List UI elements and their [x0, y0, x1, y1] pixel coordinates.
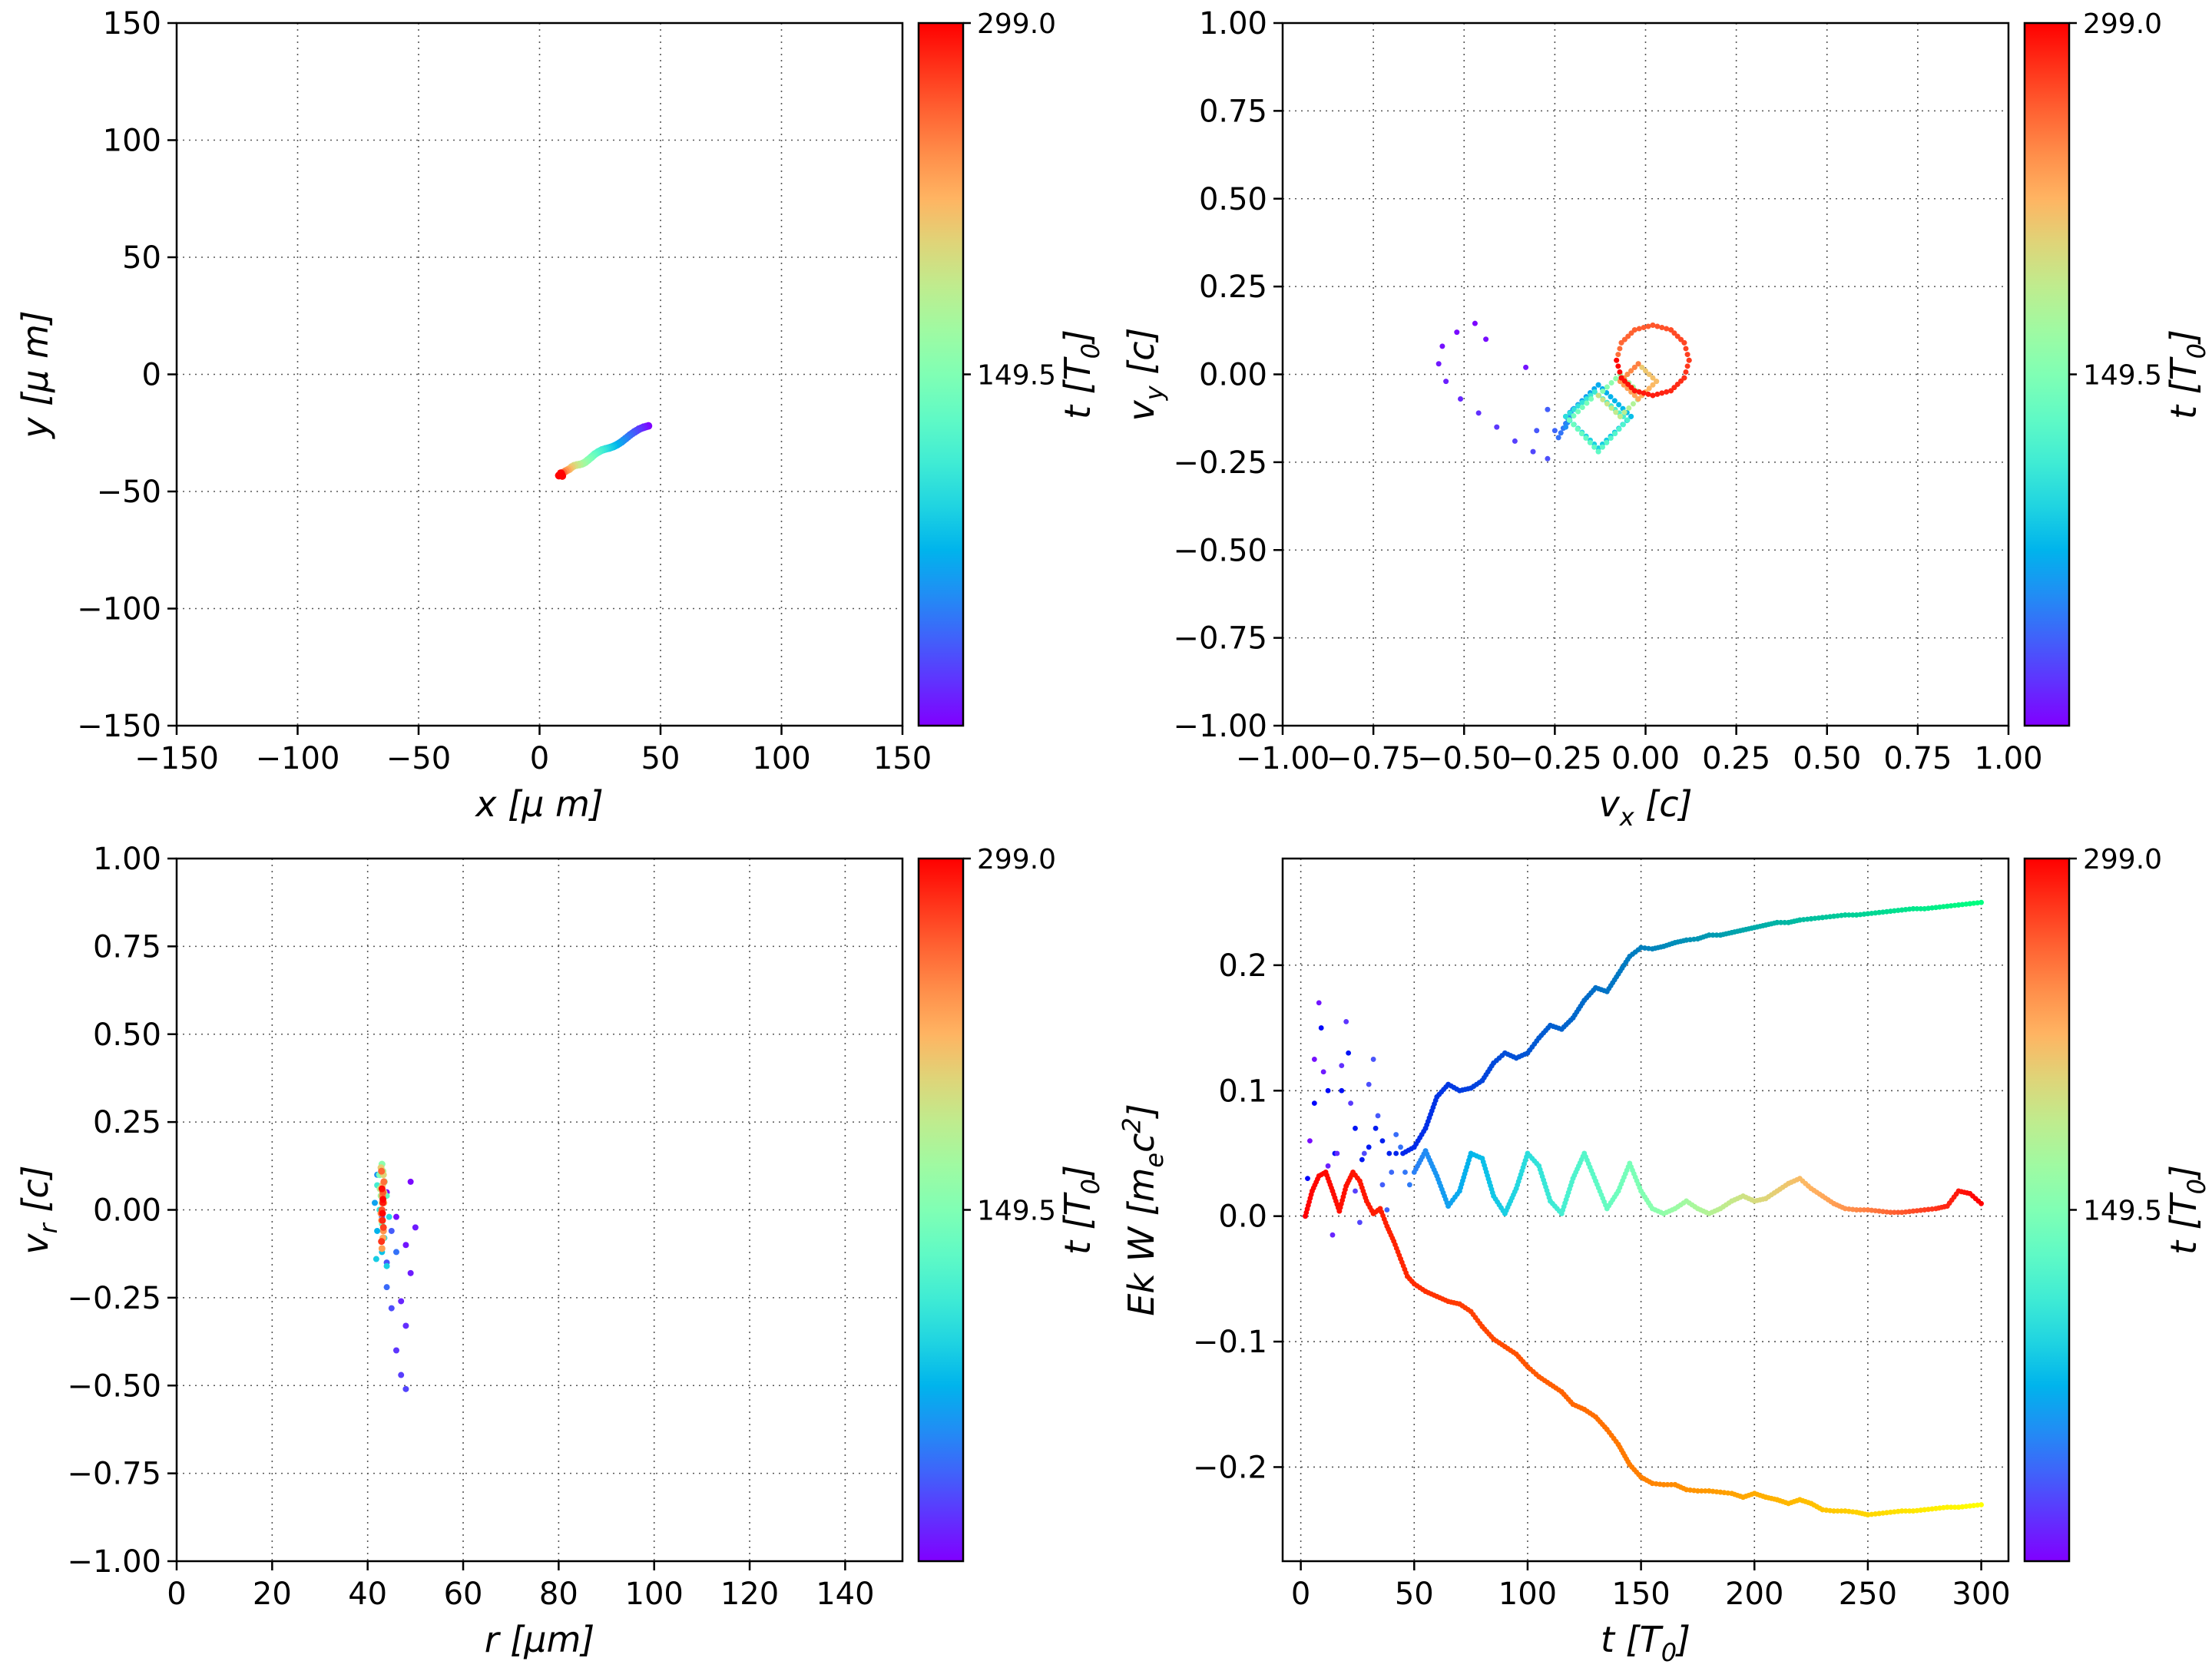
svg-text:−1.00: −1.00 — [67, 1544, 161, 1580]
svg-text:149.5: 149.5 — [977, 360, 1056, 392]
svg-text:0.50: 0.50 — [1199, 182, 1267, 217]
svg-text:0: 0 — [1291, 1577, 1310, 1612]
svg-text:0.00: 0.00 — [1611, 741, 1680, 776]
svg-text:vy [c]: vy [c] — [1121, 328, 1169, 422]
svg-text:−0.50: −0.50 — [67, 1368, 161, 1404]
svg-text:299.0: 299.0 — [2083, 8, 2162, 40]
svg-text:0: 0 — [530, 741, 549, 776]
svg-text:−0.25: −0.25 — [1508, 741, 1602, 776]
svg-text:150: 150 — [103, 6, 161, 41]
svg-text:−1.00: −1.00 — [1236, 741, 1330, 776]
svg-text:1.00: 1.00 — [93, 842, 161, 877]
svg-text:120: 120 — [720, 1577, 779, 1612]
svg-text:50: 50 — [1395, 1577, 1434, 1612]
svg-text:20: 20 — [253, 1577, 292, 1612]
plot-energy-vs-time: 0 50 100 150 200 250 300 −0.2 −0.1 0.0 0.1 0.2 t [T0… — [1106, 836, 2212, 1671]
panel-rvr: 0 20 40 60 80 100 120 140 −1.00 −0.75 −0.50 −0.25 0.… — [0, 836, 1106, 1671]
svg-text:vx [c]: vx [c] — [1599, 783, 1693, 832]
svg-text:100: 100 — [752, 741, 810, 776]
svg-text:0.50: 0.50 — [93, 1017, 161, 1053]
svg-text:140: 140 — [816, 1577, 874, 1612]
svg-text:−100: −100 — [77, 592, 161, 627]
svg-text:−150: −150 — [134, 741, 219, 776]
svg-text:149.5: 149.5 — [2083, 360, 2162, 392]
svg-text:0.2: 0.2 — [1218, 948, 1267, 984]
svg-text:−100: −100 — [256, 741, 340, 776]
svg-text:−0.75: −0.75 — [67, 1457, 161, 1492]
svg-text:t [T0]: t [T0] — [2163, 329, 2211, 419]
svg-text:−0.2: −0.2 — [1193, 1450, 1267, 1485]
svg-text:60: 60 — [444, 1577, 483, 1612]
svg-text:Ek W [mec2]: Ek W [mec2] — [1118, 1104, 1169, 1315]
svg-text:0: 0 — [167, 1577, 186, 1612]
svg-text:x [μ m]: x [μ m] — [474, 783, 603, 825]
svg-text:vr [c]: vr [c] — [15, 1165, 63, 1254]
svg-text:−0.25: −0.25 — [1173, 445, 1267, 481]
svg-text:200: 200 — [1725, 1577, 1783, 1612]
svg-text:−0.25: −0.25 — [67, 1281, 161, 1316]
svg-text:0.75: 0.75 — [1199, 94, 1267, 129]
plot-velocity-space: −1.00−0.75−0.50−0.25 0.00 0.25 0.50 0.75 1.00… — [1106, 0, 2212, 836]
plot-radial-phase-space: 0 20 40 60 80 100 120 140 −1.00 −0.75 −0.50 −0.25 0.… — [0, 836, 1106, 1671]
svg-text:0.0: 0.0 — [1218, 1199, 1267, 1235]
svg-text:0.25: 0.25 — [1702, 741, 1770, 776]
svg-text:t [T0]: t [T0] — [1601, 1619, 1690, 1667]
svg-text:150: 150 — [1611, 1577, 1670, 1612]
svg-text:−1.00: −1.00 — [1173, 709, 1267, 744]
svg-text:r [μm]: r [μm] — [485, 1619, 595, 1660]
svg-text:50: 50 — [122, 240, 161, 276]
svg-text:299.0: 299.0 — [2083, 844, 2162, 875]
svg-text:−50: −50 — [97, 475, 161, 510]
svg-text:−0.75: −0.75 — [1326, 741, 1421, 776]
svg-text:−0.50: −0.50 — [1417, 741, 1512, 776]
svg-text:0.1: 0.1 — [1218, 1074, 1267, 1109]
svg-text:0.25: 0.25 — [1199, 270, 1267, 305]
panel-energy: 0 50 100 150 200 250 300 −0.2 −0.1 0.0 0.1 0.2 t [T0… — [1106, 836, 2212, 1671]
svg-text:300: 300 — [1952, 1577, 2010, 1612]
svg-text:0.75: 0.75 — [93, 929, 161, 965]
svg-text:0.00: 0.00 — [1199, 358, 1267, 393]
svg-text:0.00: 0.00 — [93, 1193, 161, 1229]
svg-text:0: 0 — [142, 358, 161, 393]
plot-xy-trajectory: −150 −100 −50 0 50 100 150 −150 −100 −50 0 50 100 150… — [0, 0, 1106, 836]
svg-text:149.5: 149.5 — [977, 1196, 1056, 1227]
panel-vxvy: −1.00 −0.75 −0.50 −0.25 0.00 0.25 0.50 0.75 1.00… — [1106, 0, 2212, 836]
svg-text:t [T0]: t [T0] — [1057, 1165, 1105, 1255]
svg-text:−0.75: −0.75 — [1173, 621, 1267, 657]
svg-text:−0.50: −0.50 — [1173, 533, 1267, 568]
svg-text:150: 150 — [873, 741, 932, 776]
svg-text:299.0: 299.0 — [977, 8, 1056, 40]
svg-text:100: 100 — [103, 124, 161, 159]
svg-text:y [μ m]: y [μ m] — [15, 310, 56, 439]
svg-text:0.75: 0.75 — [1883, 741, 1952, 776]
svg-text:−0.1: −0.1 — [1193, 1325, 1267, 1360]
svg-text:299.0: 299.0 — [977, 844, 1056, 875]
svg-text:250: 250 — [1839, 1577, 1897, 1612]
svg-text:−150: −150 — [77, 709, 161, 744]
svg-text:100: 100 — [625, 1577, 684, 1612]
svg-text:1.00: 1.00 — [1974, 741, 2042, 776]
svg-text:−50: −50 — [386, 741, 451, 776]
svg-text:1.00: 1.00 — [1199, 6, 1267, 41]
panel-xy: −150 −100 −50 0 50 100 150 −150 −100 −50 0 50 100 150… — [0, 0, 1106, 836]
svg-text:t [T0]: t [T0] — [2163, 1165, 2211, 1255]
svg-text:149.5: 149.5 — [2083, 1196, 2162, 1227]
svg-text:0.50: 0.50 — [1793, 741, 1861, 776]
svg-text:40: 40 — [348, 1577, 387, 1612]
svg-text:50: 50 — [641, 741, 680, 776]
svg-text:80: 80 — [539, 1577, 578, 1612]
svg-text:100: 100 — [1498, 1577, 1557, 1612]
svg-text:t [T0]: t [T0] — [1057, 329, 1105, 419]
svg-text:0.25: 0.25 — [93, 1105, 161, 1140]
